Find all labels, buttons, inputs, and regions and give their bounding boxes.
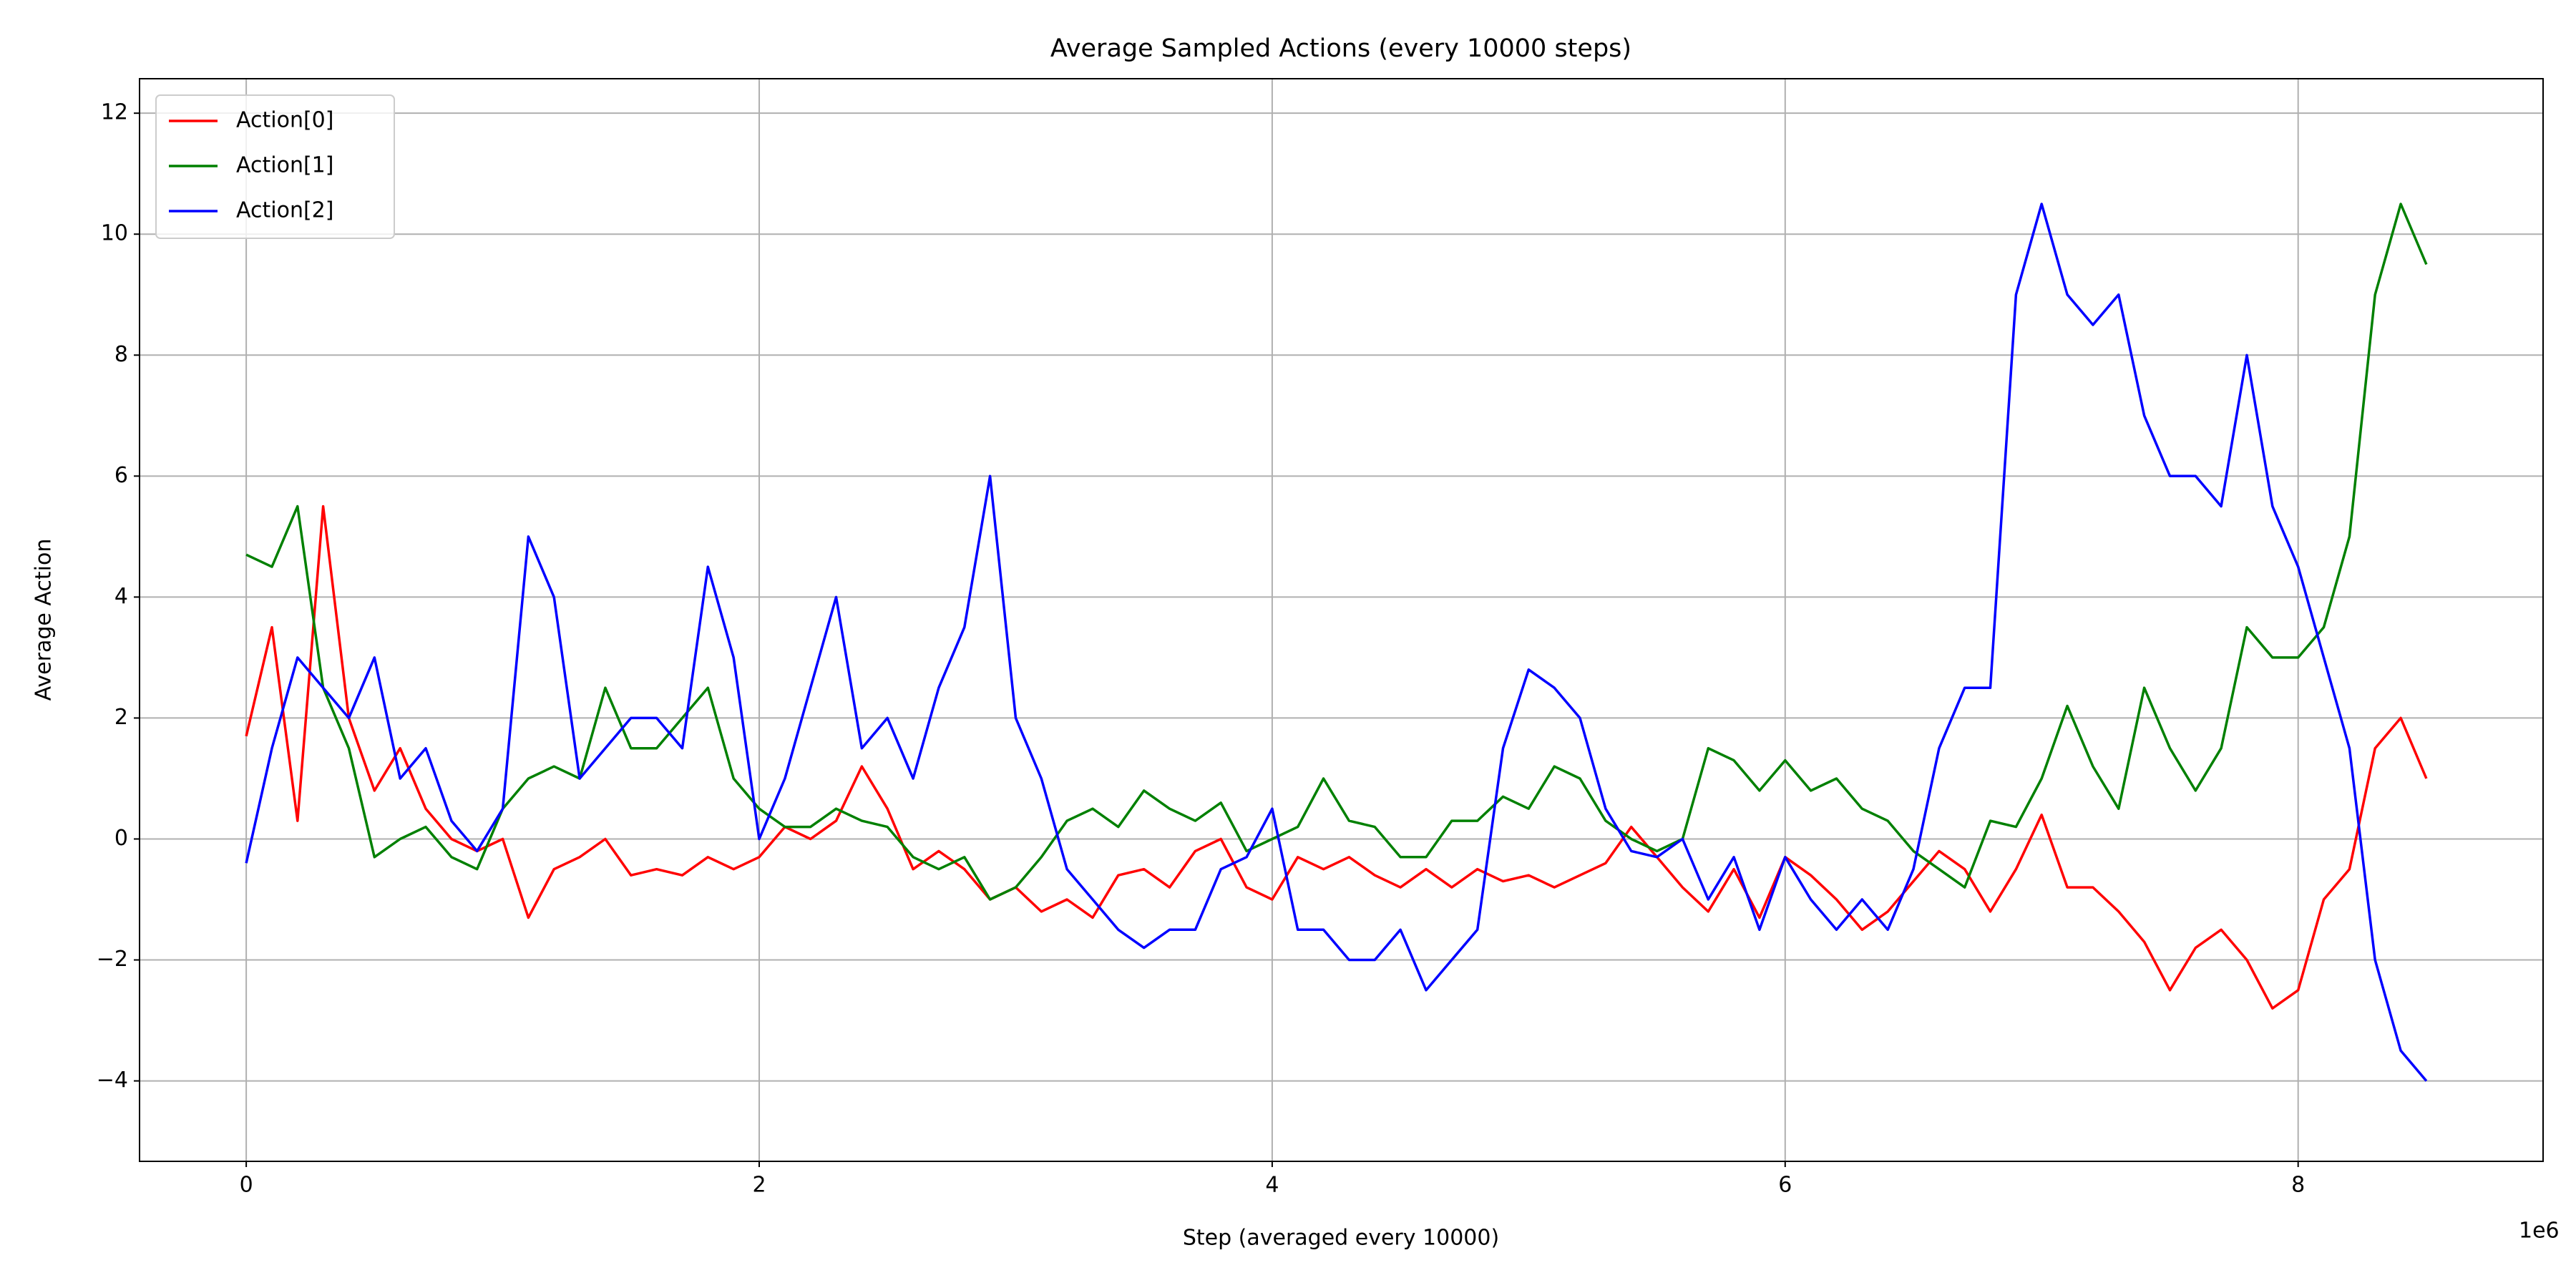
- y-axis-label: Average Action: [31, 539, 57, 701]
- y-tick-label: 6: [114, 463, 128, 488]
- legend-box: [155, 94, 395, 239]
- x-tick-label: 0: [240, 1173, 253, 1198]
- data-line: [245, 203, 2428, 1082]
- x-tick-label: 4: [1265, 1173, 1279, 1198]
- data-line: [245, 203, 2428, 901]
- plot-frame: [139, 78, 2544, 1162]
- legend-label: Action[2]: [236, 198, 333, 223]
- y-tick-label: 10: [101, 221, 128, 246]
- x-tick-label: 8: [2291, 1173, 2305, 1198]
- chart-title: Average Sampled Actions (every 10000 ste…: [1050, 34, 1631, 63]
- x-axis-label: Step (averaged every 10000): [1183, 1226, 1499, 1251]
- x-tick-label: 6: [1778, 1173, 1792, 1198]
- y-tick-label: 2: [114, 705, 128, 730]
- y-tick-label: 12: [101, 100, 128, 125]
- y-tick-label: 4: [114, 584, 128, 609]
- x-tick-label: 2: [752, 1173, 766, 1198]
- y-tick-label: −2: [97, 947, 128, 972]
- legend-label: Action[1]: [236, 153, 333, 178]
- legend-label: Action[0]: [236, 108, 333, 133]
- x-offset-label: 1e6: [2519, 1219, 2560, 1244]
- y-tick-label: 8: [114, 342, 128, 367]
- y-tick-label: 0: [114, 826, 128, 851]
- data-line: [245, 504, 2428, 1010]
- y-tick-label: −4: [97, 1068, 128, 1093]
